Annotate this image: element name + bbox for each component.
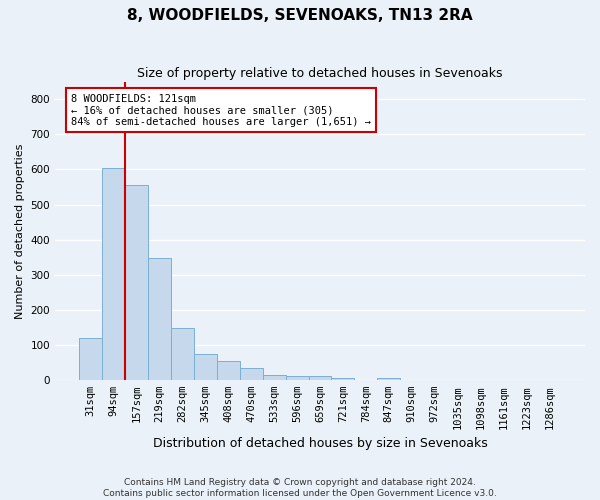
Bar <box>286 376 308 380</box>
Text: 8, WOODFIELDS, SEVENOAKS, TN13 2RA: 8, WOODFIELDS, SEVENOAKS, TN13 2RA <box>127 8 473 22</box>
Bar <box>148 258 171 380</box>
Bar <box>79 338 102 380</box>
Bar <box>217 360 240 380</box>
Bar <box>171 328 194 380</box>
Bar <box>263 375 286 380</box>
Title: Size of property relative to detached houses in Sevenoaks: Size of property relative to detached ho… <box>137 68 503 80</box>
Bar <box>308 376 331 380</box>
Bar <box>194 354 217 380</box>
Text: 8 WOODFIELDS: 121sqm
← 16% of detached houses are smaller (305)
84% of semi-deta: 8 WOODFIELDS: 121sqm ← 16% of detached h… <box>71 94 371 127</box>
Bar <box>240 368 263 380</box>
Text: Contains HM Land Registry data © Crown copyright and database right 2024.
Contai: Contains HM Land Registry data © Crown c… <box>103 478 497 498</box>
Bar <box>102 168 125 380</box>
Bar <box>331 378 355 380</box>
Y-axis label: Number of detached properties: Number of detached properties <box>15 143 25 318</box>
Bar <box>125 185 148 380</box>
Bar <box>377 378 400 380</box>
X-axis label: Distribution of detached houses by size in Sevenoaks: Distribution of detached houses by size … <box>152 437 487 450</box>
